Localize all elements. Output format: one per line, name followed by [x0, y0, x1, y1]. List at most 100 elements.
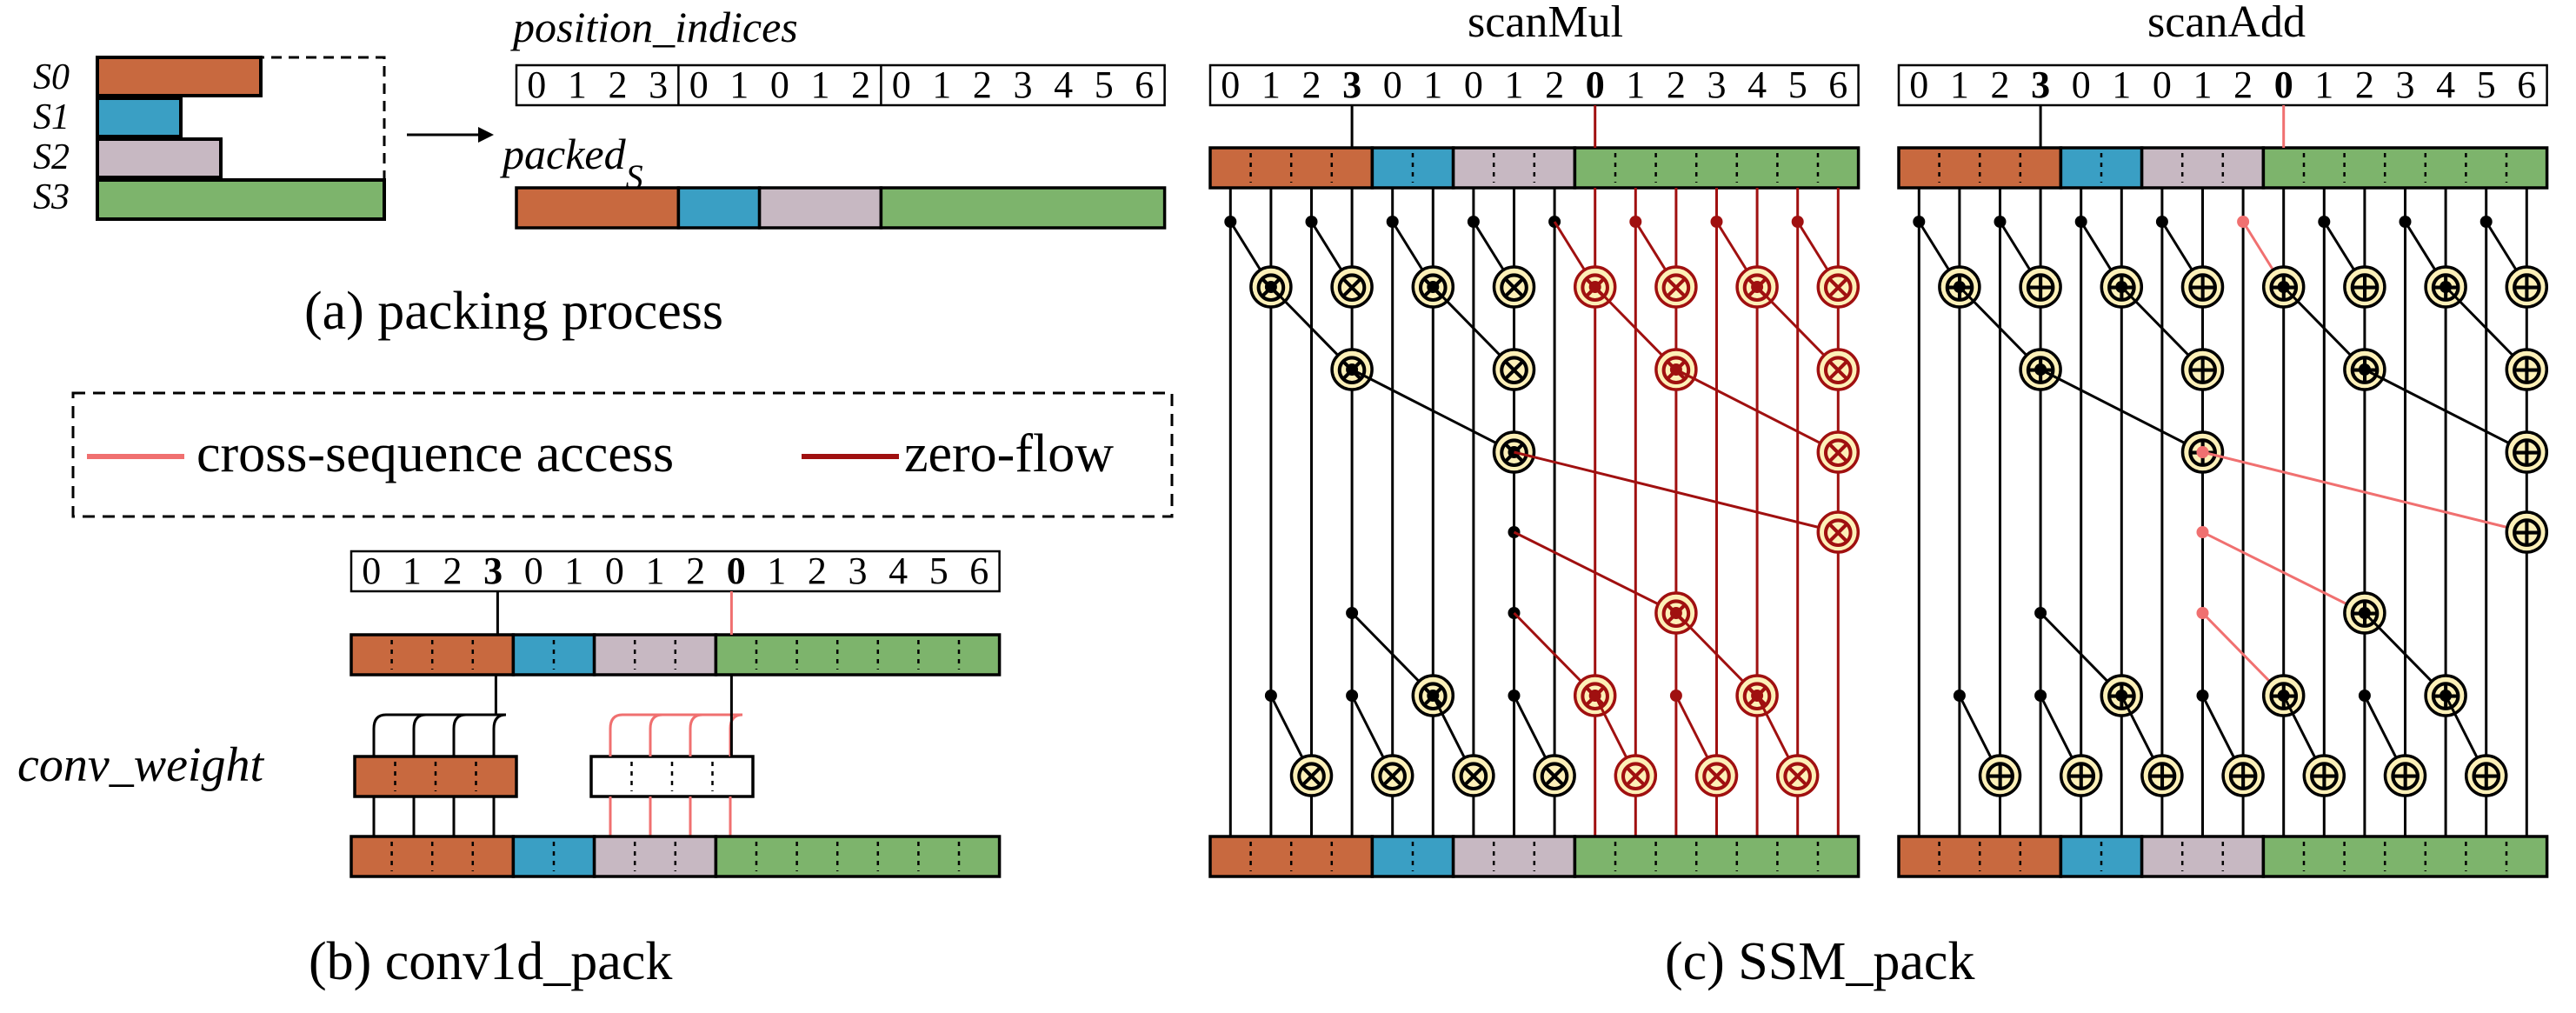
conv-wire-cross [649, 713, 732, 756]
add-symbol: ⊕ [2467, 750, 2506, 802]
mul-symbol: ⊗ [1495, 261, 1534, 313]
mul-symbol: ⊗ [1657, 261, 1695, 313]
conv-kernel-inside [353, 755, 518, 798]
packed-segment [2140, 835, 2266, 878]
position-index: 1 [564, 550, 583, 592]
seq-bar-s0 [96, 56, 263, 97]
position-index: 1 [932, 63, 951, 106]
position-index: 1 [646, 550, 665, 592]
position-index: 1 [767, 550, 786, 592]
packed-segment [1370, 835, 1455, 878]
add-symbol: ⊕ [2386, 750, 2425, 802]
packed-segment [1451, 835, 1577, 878]
zero-flow-edge [1675, 368, 1839, 454]
mul-node [1816, 265, 1860, 309]
add-symbol: ⊕ [2224, 750, 2262, 802]
position-index: 3 [2031, 63, 2050, 106]
legend-box [71, 391, 1174, 518]
add-symbol: ⊕ [2143, 750, 2181, 802]
add-node [2180, 265, 2225, 309]
position-index: 0 [1464, 63, 1483, 106]
packed-bar-b-top [349, 591, 1002, 676]
position-index: 2 [609, 63, 628, 106]
add-symbol: ⊕ [2508, 261, 2546, 313]
mul-node [1492, 265, 1536, 309]
position-index: 0 [2274, 63, 2293, 106]
mul-symbol: ⊗ [1820, 261, 1858, 313]
scan-edge [2364, 368, 2527, 454]
packed-segment [1573, 146, 1860, 190]
seq-label-s1: S1 [33, 97, 70, 137]
mul-symbol: ⊗ [1698, 750, 1736, 802]
position-index: 0 [524, 550, 543, 592]
position-index: 0 [1909, 63, 1928, 106]
cross-sequence-edge [2201, 530, 2366, 615]
position-index: 6 [969, 550, 988, 592]
add-node [2302, 754, 2346, 797]
scan-add-title: scanAdd [2147, 0, 2306, 47]
index-row-frame [1897, 63, 2548, 107]
position-index: 0 [527, 63, 546, 106]
add-node [2505, 265, 2549, 309]
position-index: 0 [2072, 63, 2091, 106]
position-index: 1 [1261, 63, 1281, 106]
mul-node [1452, 754, 1495, 797]
position-index: 3 [849, 550, 868, 592]
caption-c: (c) SSM_pack [1665, 932, 1974, 991]
position-index: 0 [605, 550, 624, 592]
legend-cross-label: cross-sequence access [196, 424, 674, 483]
position-index: 3 [1342, 63, 1361, 106]
packed-segment [592, 835, 718, 878]
panel-c: scanMul scanAdd 0 1 2 3 0 1 0 1 2 0 1 2 3 4 5 6⊗ ⊗ ⊗ ⊗⊗ ⊗⊗⊗… [1208, 0, 2549, 991]
mul-symbol: ⊗ [1495, 343, 1534, 396]
seq-bar-s1 [96, 97, 183, 138]
zero-flow-edge [1513, 530, 1677, 615]
conv-wire-inside [492, 713, 507, 756]
packed-segment [592, 633, 718, 676]
position-index: 0 [1221, 63, 1240, 106]
position-index: 2 [1302, 63, 1321, 106]
position-index: 3 [483, 550, 503, 592]
mul-node [1289, 754, 1334, 797]
caption-b: (b) conv1d_pack [309, 932, 672, 991]
mul-node [1816, 430, 1860, 474]
add-node [2221, 754, 2265, 797]
mul-node [1330, 265, 1374, 309]
packed-bar-b-bottom [349, 835, 1002, 878]
position-index: 0 [1586, 63, 1605, 106]
mul-node [1370, 754, 1414, 797]
add-symbol: ⊕ [2184, 343, 2222, 396]
mul-symbol: ⊗ [1454, 750, 1493, 802]
add-symbol: ⊕ [2306, 750, 2344, 802]
add-node [2383, 754, 2427, 797]
add-node [2059, 754, 2103, 797]
packed-label: packedS [500, 130, 643, 197]
packed-bar-a [515, 186, 1167, 230]
position-index: 6 [1135, 63, 1154, 106]
caption-a: (a) packing process [304, 282, 723, 341]
mul-node [1816, 348, 1860, 391]
seq-label-s0: S0 [33, 57, 70, 97]
mul-symbol: ⊗ [1820, 506, 1858, 558]
mul-node [1614, 754, 1658, 797]
mul-node [1533, 754, 1576, 797]
conv-wire-inside [452, 713, 496, 756]
conv-wiring [353, 675, 755, 836]
add-symbol: ⊕ [2508, 506, 2546, 558]
position-index: 5 [1095, 63, 1114, 106]
position-index: 1 [568, 63, 587, 106]
add-symbol: ⊕ [2062, 750, 2100, 802]
index-row-frame [349, 550, 1001, 593]
seq-label-s3: S3 [33, 177, 70, 217]
position-index: 0 [362, 550, 381, 592]
zero-flow-edge [1514, 450, 1839, 534]
packed-segment [2140, 146, 2266, 190]
position-index: 5 [1788, 63, 1807, 106]
position-index: 4 [889, 550, 908, 592]
mul-symbol: ⊗ [1779, 750, 1817, 802]
position-index: 1 [811, 63, 830, 106]
packed-segment [757, 186, 883, 230]
cross-sequence-edge [2202, 450, 2527, 534]
position-index: 0 [689, 63, 709, 106]
